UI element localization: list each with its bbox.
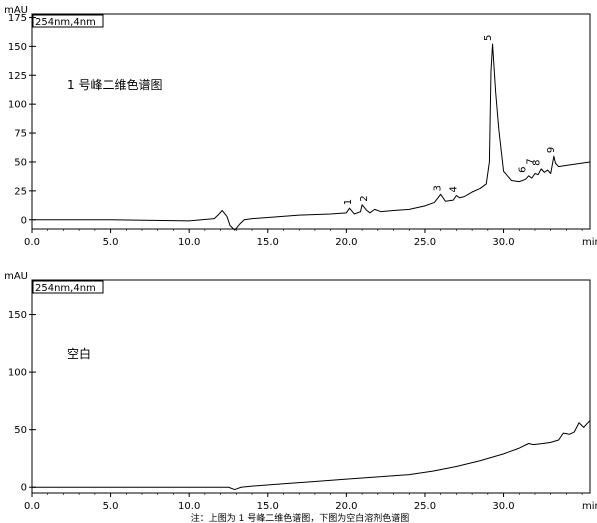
plot-frame [31,279,591,494]
x-tick-label: 20.0 [335,501,357,512]
x-tick-label: 0.0 [24,501,40,512]
y-tick-label: 25 [14,186,27,197]
y-tick-label: 50 [14,157,27,168]
x-axis-unit: min [582,501,597,512]
y-tick-label: 50 [14,425,27,436]
peak-label: 5 [483,35,494,41]
detector-label-box [32,280,104,294]
y-tick-label: 0 [21,483,27,494]
y-tick-label: 150 [8,42,27,53]
x-tick-label: 0.0 [24,237,40,248]
y-axis-unit: mAU [4,271,28,282]
chromatogram-panel-blank: 254nm,4nm mAU min 0 50 100 150 0.0 5.0 10.0 15.0 20… [4,271,597,512]
chromatogram-panel-sample: 254nm,4nmmAUmin02550751001251501750.05.0… [4,5,597,248]
figure-caption: 注：上图为 1 号峰二维色谱图，下图为空白溶剂色谱图 [191,512,409,523]
y-tick-label: 175 [8,13,27,24]
y-axis-unit: mAU [4,5,28,16]
peak-label: 9 [546,147,557,153]
y-tick-label: 100 [8,368,27,379]
panel-title: 1 号峰二维色谱图 [67,78,162,92]
y-tick-label: 150 [8,310,27,321]
x-tick-label: 5.0 [103,237,119,248]
y-tick-label: 75 [14,129,27,140]
x-tick-label: 5.0 [103,501,119,512]
x-tick-label: 10.0 [178,237,200,248]
peak-label: 4 [448,186,459,192]
detector-label-box [32,14,104,28]
chromatogram-trace [32,43,591,231]
y-tick-label: 125 [8,71,27,82]
peak-label: 8 [532,160,543,166]
x-tick-label: 30.0 [492,237,514,248]
detector-label: 254nm,4nm [35,283,96,294]
detector-label: 254nm,4nm [35,17,96,28]
peak-label: 6 [518,166,529,172]
peak-label: 3 [433,185,444,191]
plot-frame [31,13,591,230]
peak-label: 1 [343,199,354,205]
x-tick-label: 20.0 [335,237,357,248]
peak-label: 2 [359,195,370,201]
peak-label: 7 [525,158,536,164]
y-tick-label: 100 [8,100,27,111]
x-axis-unit: min [582,237,597,248]
panel-title: 空白 [67,346,91,361]
x-tick-label: 15.0 [257,501,279,512]
x-tick-label: 30.0 [492,501,514,512]
x-tick-label: 25.0 [414,237,436,248]
x-tick-label: 25.0 [414,501,436,512]
x-tick-label: 15.0 [257,237,279,248]
y-tick-label: 0 [21,215,27,226]
x-tick-label: 10.0 [178,501,200,512]
chromatogram-trace [32,420,591,491]
